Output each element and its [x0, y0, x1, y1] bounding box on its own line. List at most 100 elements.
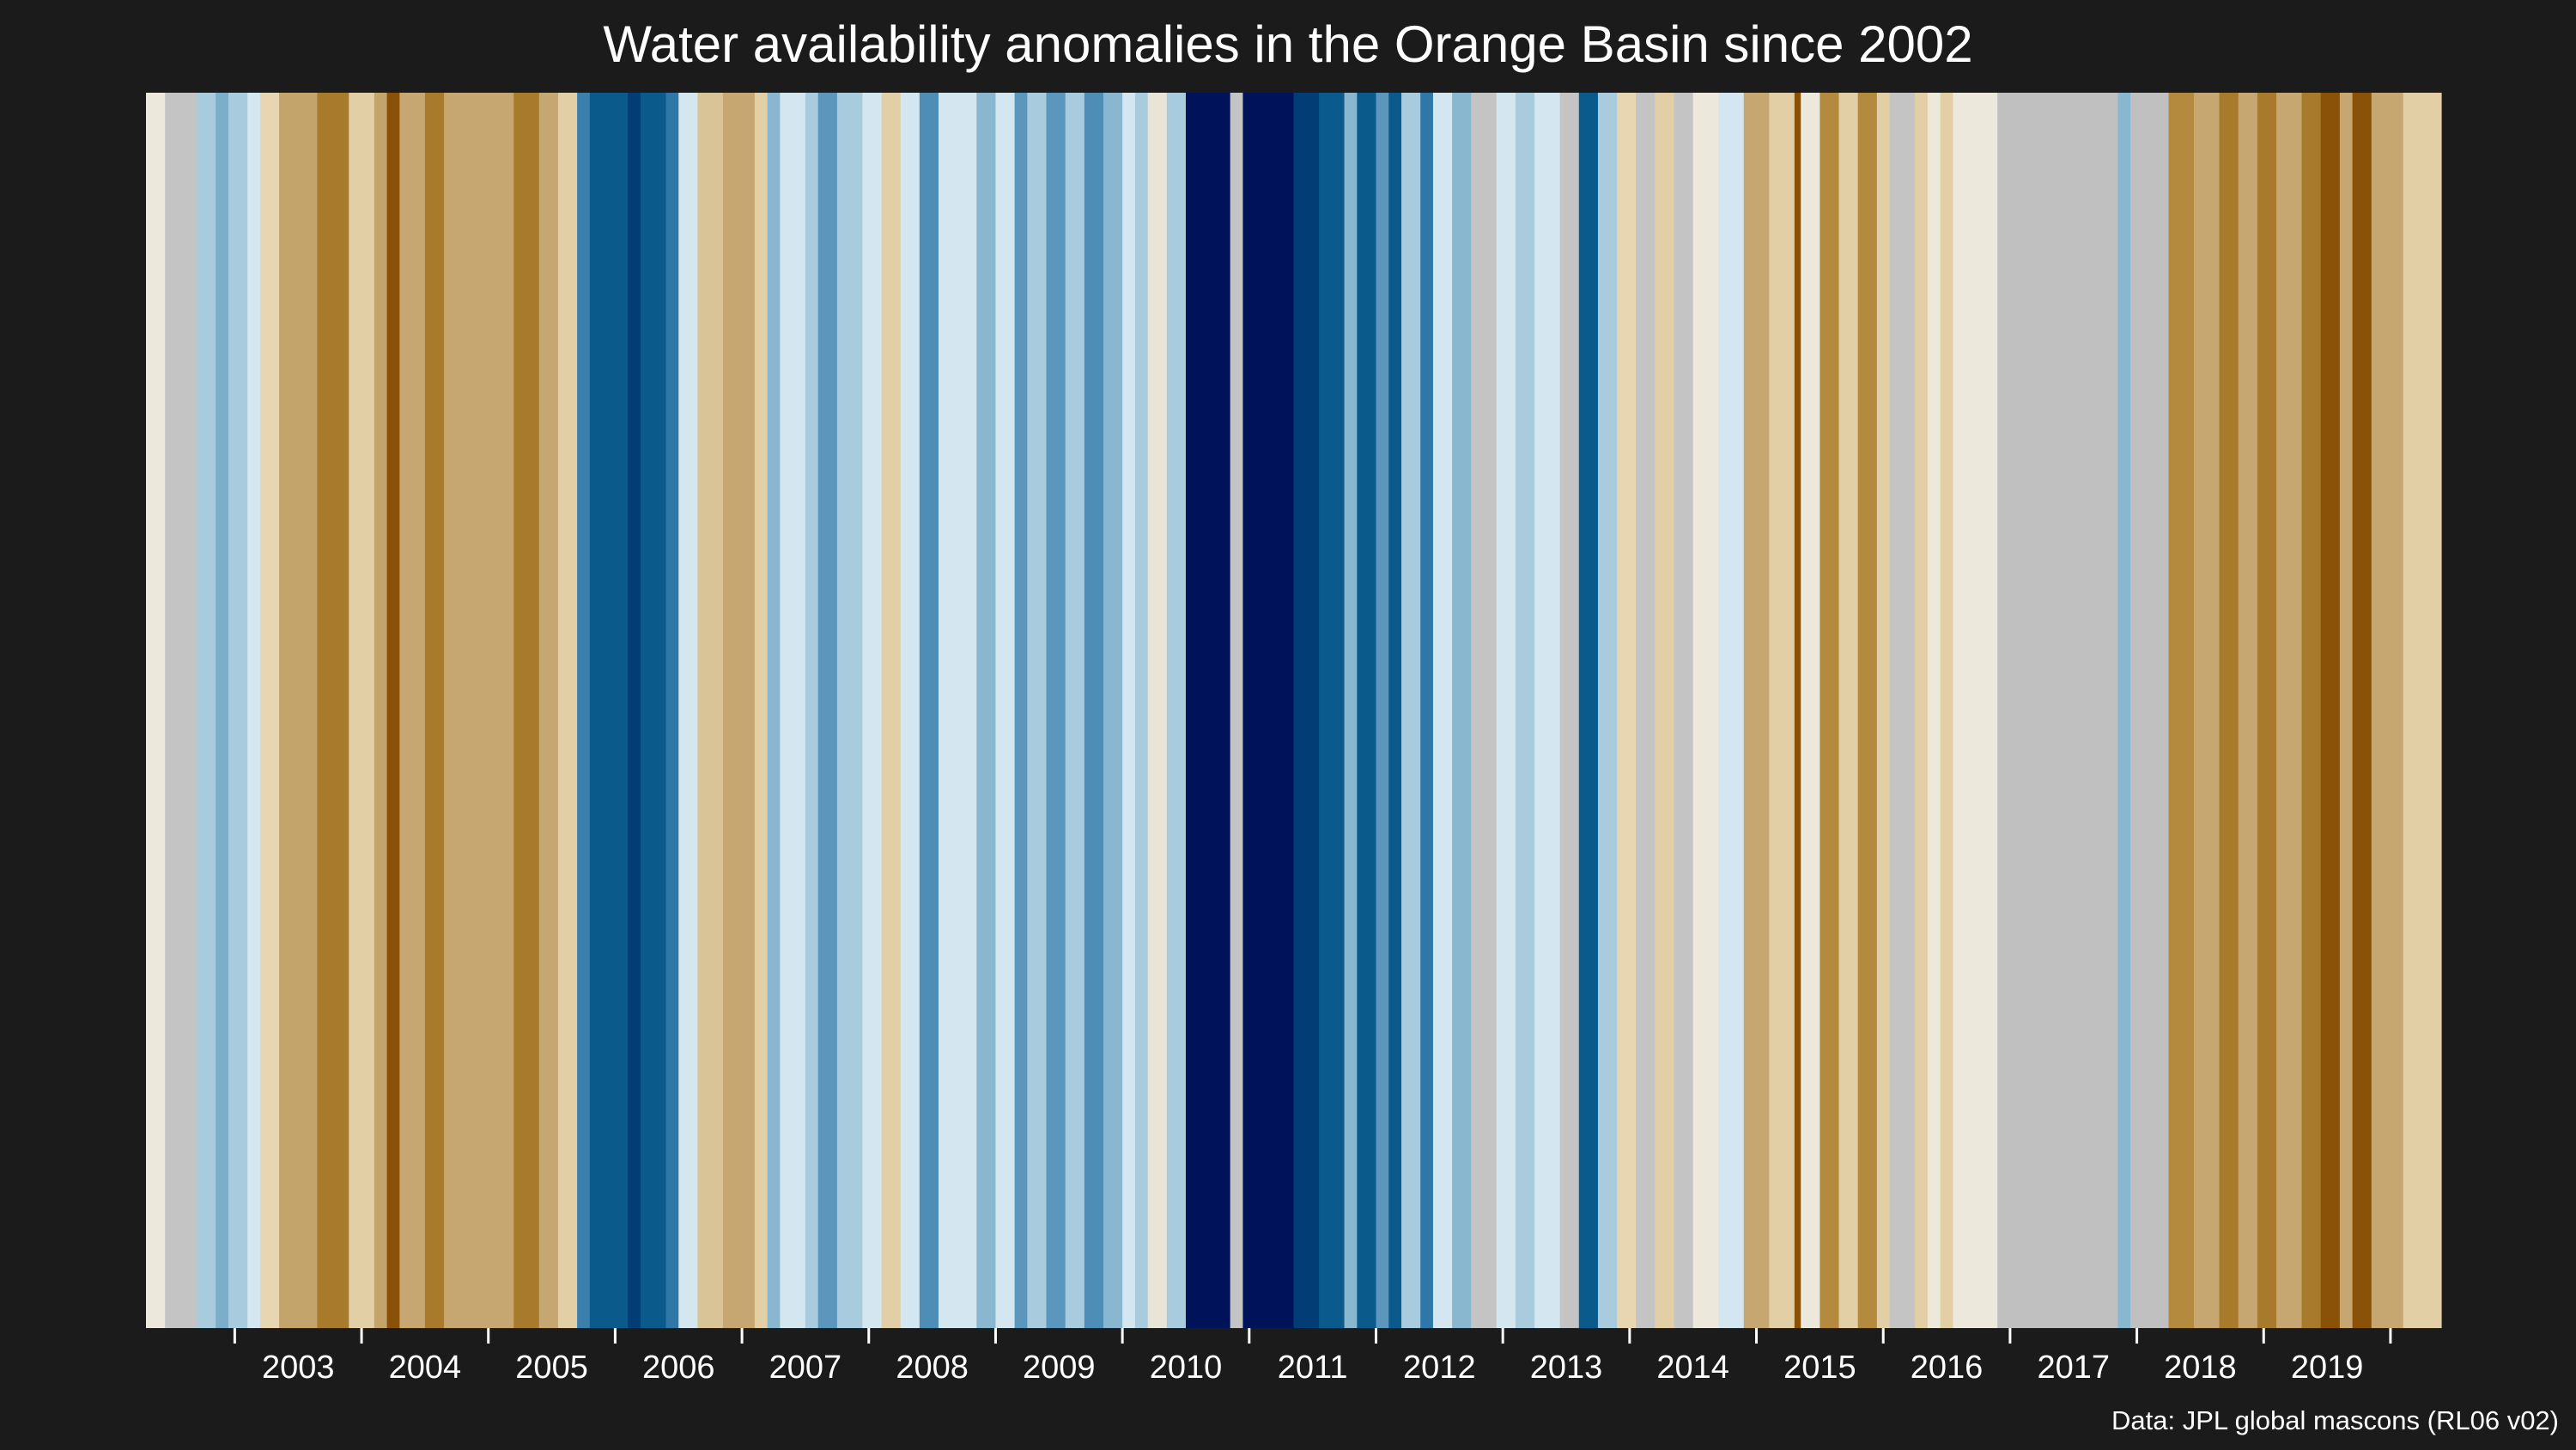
stripe: [399, 93, 426, 1328]
stripe: [1534, 93, 1561, 1328]
stripe: [2320, 93, 2341, 1328]
x-tick-label: 2004: [389, 1350, 462, 1386]
stripe: [640, 93, 667, 1328]
stripe: [1617, 93, 1637, 1328]
stripe: [976, 93, 997, 1328]
stripe: [665, 93, 679, 1328]
stripe: [1953, 93, 1998, 1328]
stripes-group: [146, 93, 2442, 1328]
stripe: [1997, 93, 2119, 1328]
stripe: [1242, 93, 1295, 1328]
stripe: [1134, 93, 1149, 1328]
stripe: [247, 93, 261, 1328]
x-tick-label: 2017: [2037, 1350, 2110, 1386]
stripe: [1718, 93, 1745, 1328]
x-tick-label: 2011: [1278, 1350, 1348, 1386]
stripe: [1769, 93, 1795, 1328]
stripe: [444, 93, 514, 1328]
stripe: [628, 93, 641, 1328]
x-tick-label: 2014: [1656, 1350, 1729, 1386]
stripe: [1820, 93, 1840, 1328]
stripe: [374, 93, 388, 1328]
x-tick-label: 2009: [1023, 1350, 1096, 1386]
stripe: [2371, 93, 2404, 1328]
stripe: [1927, 93, 1941, 1328]
x-tick-label: 2007: [769, 1350, 842, 1386]
stripe: [2403, 93, 2442, 1328]
stripe: [146, 93, 166, 1328]
stripe: [317, 93, 349, 1328]
stripe: [589, 93, 629, 1328]
stripe: [1743, 93, 1770, 1328]
stripe: [2276, 93, 2303, 1328]
stripe: [1046, 93, 1066, 1328]
x-tick-label: 2012: [1403, 1350, 1476, 1386]
stripe: [1103, 93, 1123, 1328]
stripe: [1185, 93, 1231, 1328]
stripe: [1027, 93, 1048, 1328]
stripe: [1876, 93, 1891, 1328]
x-tick-label: 2016: [1911, 1350, 1984, 1386]
stripe: [1940, 93, 1954, 1328]
stripe: [1578, 93, 1599, 1328]
stripe: [2352, 93, 2372, 1328]
x-tick-label: 2003: [262, 1350, 335, 1386]
stripe: [2219, 93, 2239, 1328]
stripe: [259, 93, 280, 1328]
stripe: [2168, 93, 2195, 1328]
stripe: [2301, 93, 2322, 1328]
stripe: [1319, 93, 1346, 1328]
stripe: [1230, 93, 1244, 1328]
stripe: [424, 93, 445, 1328]
stripe: [995, 93, 1016, 1328]
stripe: [216, 93, 229, 1328]
stripe: [1293, 93, 1320, 1328]
x-tick-label: 2019: [2291, 1350, 2364, 1386]
stripe: [513, 93, 540, 1328]
stripe: [678, 93, 698, 1328]
stripe: [1166, 93, 1187, 1328]
stripe: [1357, 93, 1377, 1328]
stripe: [1794, 93, 1801, 1328]
stripe: [1636, 93, 1656, 1328]
stripe: [1388, 93, 1402, 1328]
stripe: [1471, 93, 1498, 1328]
stripe: [1496, 93, 1516, 1328]
chart-title: Water availability anomalies in the Oran…: [603, 15, 1973, 73]
stripe: [2117, 93, 2131, 1328]
stripe: [722, 93, 756, 1328]
stripe: [1838, 93, 1859, 1328]
stripe: [228, 93, 248, 1328]
stripe: [1559, 93, 1580, 1328]
stripe: [780, 93, 806, 1328]
stripe: [754, 93, 769, 1328]
stripe: [1801, 93, 1820, 1328]
stripe: [919, 93, 939, 1328]
x-tick-label: 2015: [1783, 1350, 1856, 1386]
x-tick-label: 2005: [515, 1350, 588, 1386]
stripe: [862, 93, 883, 1328]
stripe: [1376, 93, 1389, 1328]
stripe: [805, 93, 819, 1328]
stripe: [697, 93, 724, 1328]
stripe: [349, 93, 375, 1328]
x-tick-label: 2018: [2164, 1350, 2237, 1386]
stripe: [1889, 93, 1916, 1328]
stripe: [1401, 93, 1421, 1328]
data-credit: Data: JPL global mascons (RL06 v02): [2111, 1405, 2559, 1435]
stripe: [1692, 93, 1719, 1328]
stripe: [2339, 93, 2354, 1328]
stripe: [817, 93, 838, 1328]
stripe: [1452, 93, 1472, 1328]
stripe: [538, 93, 559, 1328]
stripe: [386, 93, 400, 1328]
stripe: [881, 93, 902, 1328]
stripe: [1122, 93, 1136, 1328]
x-tick-label: 2013: [1530, 1350, 1603, 1386]
stripe: [1674, 93, 1694, 1328]
stripe: [279, 93, 318, 1328]
stripe: [197, 93, 216, 1328]
stripe: [1515, 93, 1535, 1328]
